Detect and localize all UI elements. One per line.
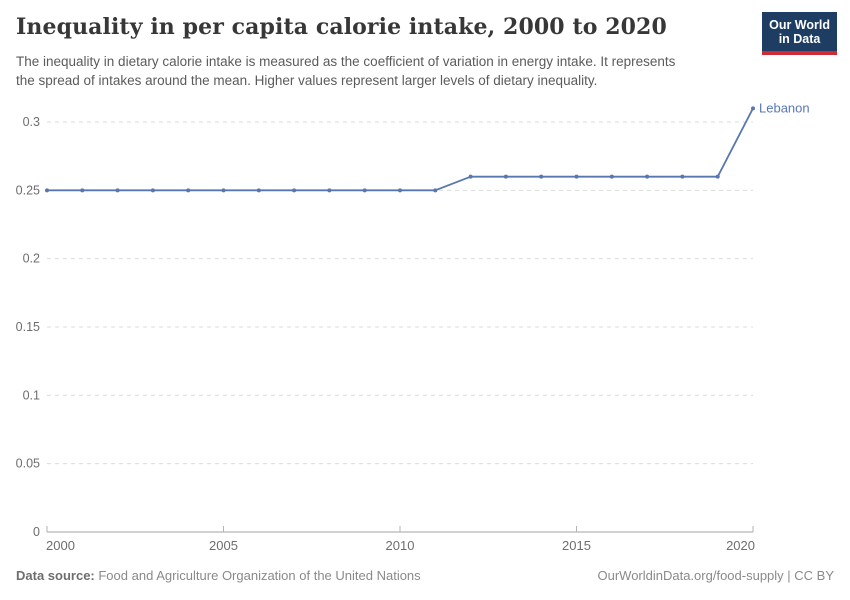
data-point[interactable] <box>503 174 508 179</box>
data-point[interactable] <box>362 188 367 193</box>
x-tick-label: 2020 <box>726 538 755 553</box>
data-source-label: Data source: <box>16 568 95 583</box>
y-tick-label: 0 <box>33 525 40 539</box>
data-source-note: Data source: Food and Agriculture Organi… <box>16 568 421 583</box>
data-point[interactable] <box>680 174 685 179</box>
data-point[interactable] <box>45 188 49 193</box>
data-point[interactable] <box>150 188 155 193</box>
data-point[interactable] <box>327 188 332 193</box>
chart-subtitle: The inequality in dietary calorie intake… <box>16 52 776 90</box>
data-point[interactable] <box>80 188 85 193</box>
owid-url-license[interactable]: OurWorldinData.org/food-supply | CC BY <box>597 568 834 583</box>
data-point[interactable] <box>645 174 650 179</box>
owid-logo[interactable]: Our World in Data <box>762 12 837 55</box>
chart-footer: Data source: Food and Agriculture Organi… <box>16 568 834 583</box>
y-tick-label: 0.2 <box>23 252 40 266</box>
x-tick-label: 2015 <box>562 538 591 553</box>
data-point[interactable] <box>609 174 614 179</box>
y-tick-label: 0.3 <box>23 115 40 129</box>
data-point[interactable] <box>468 174 473 179</box>
y-tick-label: 0.1 <box>23 388 40 402</box>
owid-logo-line1: Our World <box>769 18 830 32</box>
data-point[interactable] <box>574 174 579 179</box>
data-point[interactable] <box>398 188 402 193</box>
data-point[interactable] <box>256 188 261 193</box>
owid-logo-line2: in Data <box>778 32 821 46</box>
x-tick-label: 2010 <box>386 538 415 553</box>
chart-subtitle-line1: The inequality in dietary calorie intake… <box>16 54 676 69</box>
entity-label[interactable]: Lebanon <box>759 100 810 115</box>
data-point[interactable] <box>115 188 120 193</box>
data-point[interactable] <box>539 174 544 179</box>
data-point[interactable] <box>292 188 297 193</box>
y-tick-label: 0.15 <box>16 320 40 334</box>
chart-title: Inequality in per capita calorie intake,… <box>16 14 667 40</box>
data-point[interactable] <box>751 106 755 111</box>
data-source-text: Food and Agriculture Organization of the… <box>94 568 421 583</box>
y-tick-label: 0.05 <box>16 457 40 471</box>
chart-subtitle-line2: the spread of intakes around the mean. H… <box>16 73 598 88</box>
y-tick-label: 0.25 <box>16 183 40 197</box>
data-point[interactable] <box>433 188 438 193</box>
data-point[interactable] <box>715 174 720 179</box>
data-point[interactable] <box>221 188 226 193</box>
data-point[interactable] <box>186 188 191 193</box>
x-tick-label: 2000 <box>46 538 75 553</box>
x-tick-label: 2005 <box>209 538 238 553</box>
